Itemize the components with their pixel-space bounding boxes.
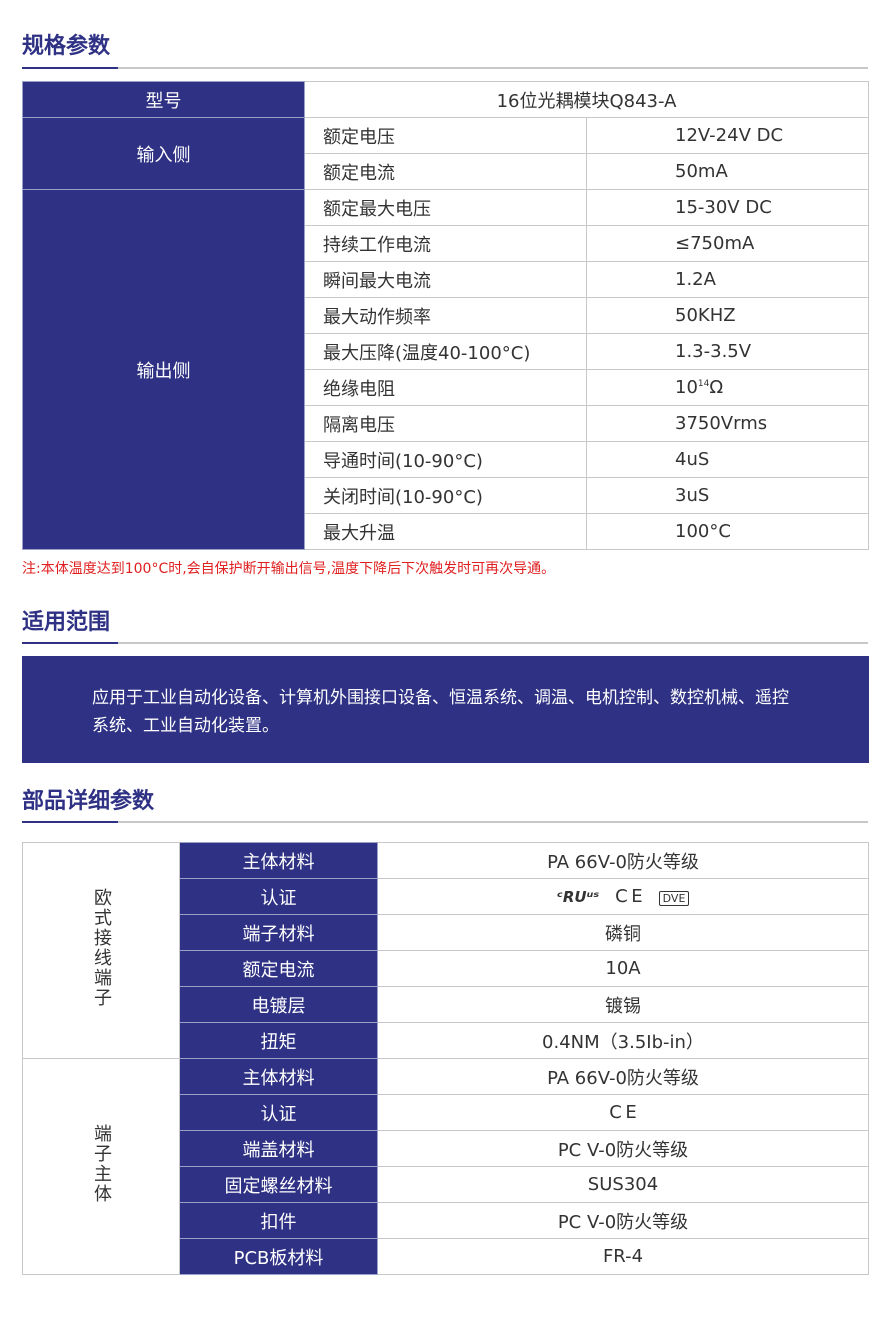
param-name: 最大动作频率 [304, 297, 587, 334]
table-row: 额定电流 10A [23, 950, 869, 987]
table-row: 端子材料 磷铜 [23, 914, 869, 951]
param-value: 4uS [586, 441, 869, 478]
spec-table: 型号 16位光耦模块Q843-A 输入侧 额定电压 12V-24V DC 额定电流 50… [22, 81, 869, 550]
part-value: 镀锡 [377, 986, 869, 1023]
part-name: 认证 [179, 878, 378, 915]
model-value: 16位光耦模块Q843-A [304, 81, 869, 118]
parts-table: 欧式接线端子 主体材料 PA 66V-0防火等级 认证 ᶜRUᵘˢ C E DVE 端子材料磷… [22, 842, 869, 1275]
table-row: 最大动作频率 50KHZ [23, 297, 869, 334]
scope-text: 应用于工业自动化设备、计算机外围接口设备、恒温系统、调温、电机控制、数控机械、遥… [92, 688, 789, 736]
param-value: 1.2A [586, 261, 869, 298]
table-row: 型号 16位光耦模块Q843-A [22, 81, 869, 118]
part-name: 额定电流 [179, 950, 378, 987]
table-row: 最大压降(温度40-100°C) 1.3-3.5V [23, 333, 869, 370]
cert-icons: ᶜRUᵘˢ C E DVE [377, 878, 869, 915]
part-value: PA 66V-0防火等级 [377, 1058, 869, 1095]
input-label: 输入侧 [22, 117, 305, 190]
param-value: ≤750mA [586, 225, 869, 262]
part-name: 主体材料 [179, 1058, 378, 1095]
param-value: 100°C [586, 513, 869, 550]
param-name: 导通时间(10-90°C) [304, 441, 587, 478]
note: 注:本体温度达到100°C时,会自保护断开输出信号,温度下降后下次触发时可再次导… [22, 561, 556, 577]
vde-icon: DVE [658, 886, 690, 907]
param-name: 额定电压 [304, 117, 587, 154]
divider [22, 821, 868, 823]
group-label-text: 端子主体 [91, 1124, 112, 1204]
param-name: 关闭时间(10-90°C) [304, 477, 587, 514]
part-value: PC V-0防火等级 [377, 1130, 869, 1167]
param-value: 3750Vrms [586, 405, 869, 442]
ce-icon: C E [615, 886, 643, 907]
param-name: 最大压降(温度40-100°C) [304, 333, 587, 370]
param-name: 隔离电压 [304, 405, 587, 442]
scope-title: 适用范围 [22, 610, 111, 635]
ce-icon: C E [609, 1102, 637, 1123]
param-value: 3uS [586, 477, 869, 514]
part-value: SUS304 [377, 1166, 869, 1203]
group-label: 欧式接线端子 [22, 842, 180, 1059]
part-name: 认证 [179, 1094, 378, 1131]
value-exponent: 14 [697, 379, 710, 389]
table-row: 绝缘电阻 1014Ω [23, 369, 869, 406]
param-name: 最大升温 [304, 513, 587, 550]
param-value: 12V-24V DC [586, 117, 869, 154]
table-row: 输入侧 额定电压 12V-24V DC [22, 117, 869, 190]
part-name: 扭矩 [179, 1022, 378, 1059]
group-label: 端子主体 [22, 1058, 180, 1275]
table-row: 认证 ᶜRUᵘˢ C E DVE [23, 878, 869, 915]
group-label-text: 欧式接线端子 [91, 888, 112, 1008]
value-base: 10 [675, 377, 698, 398]
part-name: PCB板材料 [179, 1238, 378, 1275]
table-row: 认证 C E [23, 1094, 869, 1131]
table-row: 持续工作电流 ≤750mA [23, 225, 869, 262]
param-name: 瞬间最大电流 [304, 261, 587, 298]
param-name: 额定电流 [304, 153, 587, 190]
part-name: 端子材料 [179, 914, 378, 951]
part-value: 0.4NM（3.5Ib-in） [377, 1022, 869, 1059]
cert-icons: C E [377, 1094, 869, 1131]
table-row: 端盖材料 PC V-0防火等级 [23, 1130, 869, 1167]
part-name: 固定螺丝材料 [179, 1166, 378, 1203]
param-value: 50mA [586, 153, 869, 190]
parts-title: 部品详细参数 [22, 789, 155, 814]
table-row: 导通时间(10-90°C) 4uS [23, 441, 869, 478]
table-row: 关闭时间(10-90°C) 3uS [23, 477, 869, 514]
part-name: 端盖材料 [179, 1130, 378, 1167]
cul-us-icon: ᶜRUᵘˢ [556, 888, 600, 906]
part-value: PA 66V-0防火等级 [377, 842, 869, 879]
table-row: 隔离电压 3750Vrms [23, 405, 869, 442]
part-value: PC V-0防火等级 [377, 1202, 869, 1239]
param-value: 50KHZ [586, 297, 869, 334]
table-row: 输出侧 额定最大电压 15-30V DC [22, 189, 869, 550]
table-row: 扭矩 0.4NM（3.5Ib-in） [23, 1022, 869, 1059]
divider [22, 642, 868, 644]
part-value: FR-4 [377, 1238, 869, 1275]
value-unit: Ω [709, 377, 724, 398]
divider [22, 67, 868, 69]
table-row: 额定电流 50mA [23, 153, 869, 190]
param-value: 15-30V DC [586, 189, 869, 226]
param-value: 1.3-3.5V [586, 333, 869, 370]
table-row: 最大升温 100°C [23, 513, 869, 550]
table-row: 欧式接线端子 主体材料 PA 66V-0防火等级 [22, 842, 869, 1059]
param-value: 1014Ω [586, 369, 869, 406]
part-value: 10A [377, 950, 869, 987]
param-name: 额定最大电压 [304, 189, 587, 226]
part-name: 扣件 [179, 1202, 378, 1239]
param-name: 绝缘电阻 [304, 369, 587, 406]
model-label: 型号 [22, 81, 305, 118]
part-name: 电镀层 [179, 986, 378, 1023]
spec-title: 规格参数 [22, 34, 111, 59]
table-row: 端子主体 主体材料 PA 66V-0防火等级 [22, 1058, 869, 1275]
table-row: PCB板材料 FR-4 [23, 1238, 869, 1275]
scope-box: 应用于工业自动化设备、计算机外围接口设备、恒温系统、调温、电机控制、数控机械、遥… [22, 656, 869, 763]
output-label: 输出侧 [22, 189, 305, 550]
param-name: 持续工作电流 [304, 225, 587, 262]
part-name: 主体材料 [179, 842, 378, 879]
part-value: 磷铜 [377, 914, 869, 951]
table-row: 瞬间最大电流 1.2A [23, 261, 869, 298]
